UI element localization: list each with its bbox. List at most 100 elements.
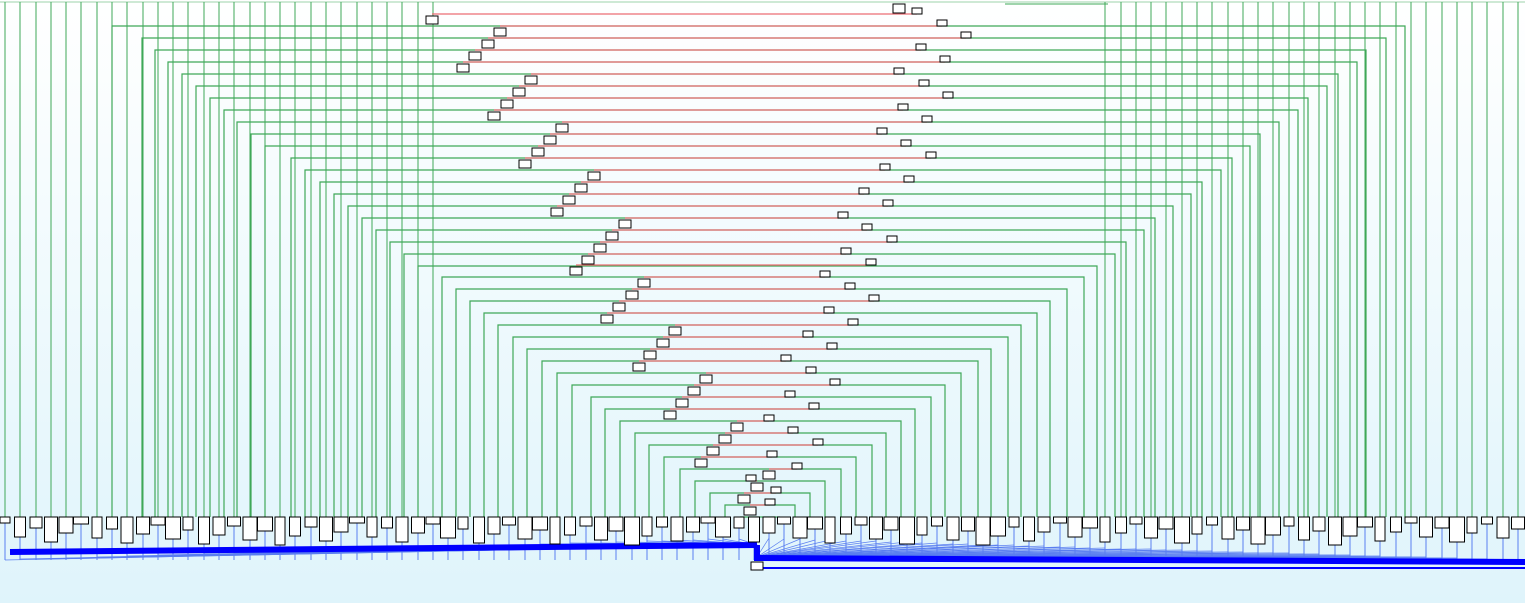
leaf-node-78 (1191, 516, 1203, 535)
leaf-node-16 (242, 516, 258, 541)
tree-node-0-b (911, 7, 923, 15)
tree-node-36-b (812, 438, 824, 446)
leaf-node-74 (1129, 516, 1143, 525)
leaf-node-61 (931, 516, 943, 527)
tree-node-21-a (569, 266, 583, 276)
tree-node-11-b (900, 139, 912, 147)
leaf-node-94 (1434, 516, 1450, 529)
tree-node-27-a (656, 338, 670, 348)
tree-node-1-b (936, 19, 948, 27)
leaf-node-33 (502, 516, 516, 526)
leaf-node-48 (733, 516, 745, 529)
leaf-node-52 (792, 516, 808, 539)
tree-node-17-a (618, 219, 632, 229)
tree-node-29-a (632, 362, 646, 372)
leaf-node-65 (990, 516, 1006, 537)
leaf-node-54 (824, 516, 836, 544)
leaf-node-89 (1357, 516, 1373, 528)
leaf-node-35 (532, 516, 548, 531)
leaf-node-13 (198, 516, 210, 545)
tree-node-24-b (868, 294, 880, 302)
heavy-path (9, 542, 1525, 569)
tree-node-41-b (764, 498, 776, 506)
leaf-node-21 (319, 516, 333, 542)
tree-node-26-a (668, 326, 682, 336)
tree-node-1-a (493, 27, 507, 37)
leaf-node-6 (91, 516, 103, 539)
leaf-node-0 (0, 516, 11, 524)
leaf-node-76 (1158, 516, 1174, 530)
tree-node-28-a (643, 350, 657, 360)
leaf-node-32 (487, 516, 501, 535)
tree-node-36-a (706, 446, 720, 456)
leaf-node-58 (883, 516, 899, 531)
tree-node-25-b (823, 306, 835, 314)
tree-node-33-b (808, 402, 820, 410)
tree-node-37-b (766, 450, 778, 458)
tree-node-11-a (531, 147, 545, 157)
leaf-fan-52 (756, 538, 801, 558)
tree-node-4-b (939, 55, 951, 63)
tree-node-15-a (562, 195, 576, 205)
leaf-node-25 (381, 516, 393, 529)
leaf-node-4 (58, 516, 74, 534)
leaf-node-8 (120, 516, 134, 544)
tree-node-7-a (500, 99, 514, 109)
leaf-node-30 (457, 516, 469, 530)
leaf-node-44 (670, 516, 684, 542)
leaf-node-12 (182, 516, 194, 531)
leaf-node-95 (1449, 516, 1465, 543)
tree-node-23-a (625, 290, 639, 300)
leaf-node-97 (1481, 516, 1493, 525)
tree-node-0-a (425, 15, 439, 25)
leaf-node-77 (1174, 516, 1190, 544)
leaf-node-51 (777, 516, 791, 525)
leaf-node-56 (854, 516, 868, 526)
tree-node-7-b (942, 91, 954, 99)
tree-node-30-a (699, 374, 713, 384)
leaf-node-98 (1496, 516, 1510, 539)
merge-root-node (750, 561, 764, 571)
tree-node-9-a (555, 123, 569, 133)
leaf-node-23 (349, 516, 365, 524)
tree-node-26-b (847, 318, 859, 326)
tree-node-24-a (612, 302, 626, 312)
tree-node-19-a (593, 243, 607, 253)
tree-node-32-b (784, 390, 796, 398)
tree-node-38-a (762, 470, 776, 480)
leaf-node-50 (762, 516, 776, 534)
tree-node-14-b (903, 175, 915, 183)
leaf-node-57 (869, 516, 883, 540)
tree-node-40-a (737, 494, 751, 504)
leaf-node-24 (366, 516, 378, 538)
leaf-node-34 (517, 516, 533, 540)
tree-nodes (0, 3, 1525, 571)
tree-edge-level-20 (417, 265, 1098, 517)
tree-node-40-b (770, 486, 782, 494)
tree-node-38-b (791, 462, 803, 470)
leaf-node-60 (916, 516, 928, 536)
leaf-node-42 (641, 516, 653, 537)
tree-node-12-b (925, 151, 937, 159)
leaf-node-96 (1466, 516, 1478, 534)
leaf-node-11 (165, 516, 181, 540)
heavy-path-left (9, 542, 758, 555)
leaf-node-17 (257, 516, 273, 532)
leaf-node-68 (1037, 516, 1051, 533)
leaf-node-72 (1099, 516, 1111, 543)
leaf-node-70 (1067, 516, 1083, 538)
tree-node-27-b (802, 330, 814, 338)
tree-node-18-a (605, 231, 619, 241)
tree-node-2-b (960, 31, 972, 39)
leaf-node-2 (29, 516, 43, 529)
tree-node-25-a (600, 314, 614, 324)
leaf-fan-59 (756, 541, 908, 558)
tree-node-23-b (844, 282, 856, 290)
leaf-node-5 (73, 516, 89, 525)
leaf-node-29 (440, 516, 456, 539)
leaf-fan-55 (756, 540, 847, 558)
leaf-node-22 (333, 516, 349, 533)
tree-node-19-b (886, 235, 898, 243)
tree-node-3-b (915, 43, 927, 51)
